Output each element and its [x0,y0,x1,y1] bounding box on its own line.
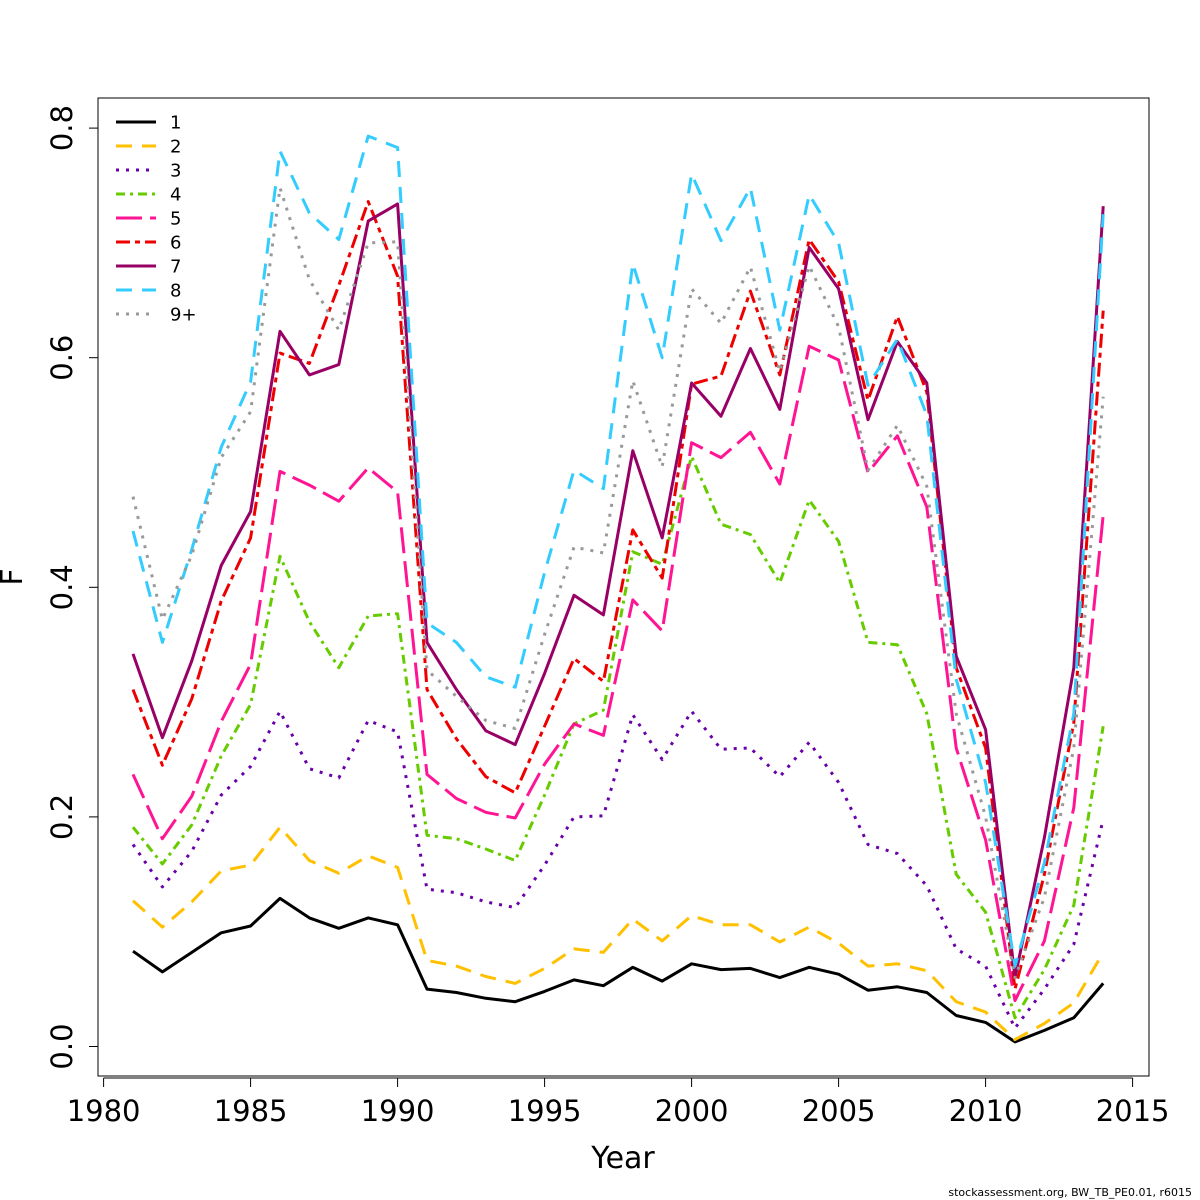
x-axis-label: Year [590,1141,655,1176]
series-line-5 [131,344,1105,1003]
series-line-6 [131,200,1105,991]
y-tick-label: 0.2 [45,794,79,840]
y-axis-label: F [0,568,30,585]
series-line-2 [131,825,1105,1042]
legend-label: 2 [170,137,181,158]
legend-label: 3 [170,161,181,182]
legend-label: 6 [170,233,181,254]
x-tick-label: 2015 [1096,1094,1170,1128]
x-tick-label: 1990 [361,1094,435,1128]
y-tick-label: 0.4 [45,564,79,610]
series-line-7 [131,202,1105,980]
series-line-1 [132,896,1105,1044]
x-tick-label: 1995 [508,1094,582,1128]
legend-label: 7 [170,257,181,278]
legend: 1 2 3 4 5 6 7 8 9+ [116,113,197,326]
x-axis: 1980 1985 1990 1995 2000 2005 2010 2015 [67,1077,1170,1128]
legend-label: 5 [170,209,181,230]
y-axis: 0.0 0.2 0.4 0.6 0.8 [45,105,99,1070]
x-tick-label: 1980 [67,1094,141,1128]
y-tick-label: 0.8 [45,105,79,151]
legend-label: 8 [170,281,181,302]
x-tick-label: 2010 [949,1094,1023,1128]
y-tick-label: 0.6 [45,335,79,381]
legend-label: 4 [170,185,181,206]
x-tick-label: 2005 [802,1094,876,1128]
footnote: stockassessment.org, BW_TB_PE0.01, r6015 [948,1186,1192,1199]
series-line-3 [131,709,1105,1030]
x-tick-label: 2000 [655,1094,729,1128]
series-line-8 [131,134,1105,968]
x-tick-label: 1985 [214,1094,288,1128]
series-line-9plus [131,186,1105,980]
series-lines [131,134,1105,1044]
y-tick-label: 0.0 [45,1023,79,1069]
legend-label: 9+ [170,305,197,326]
series-line-4 [131,454,1105,1020]
legend-label: 1 [170,113,181,134]
